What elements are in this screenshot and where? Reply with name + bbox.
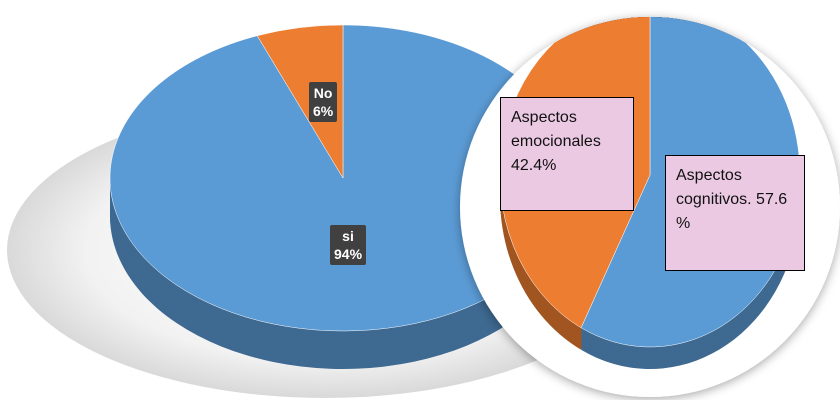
value-label: 6% (313, 103, 334, 119)
value-label: 94% (334, 246, 363, 262)
category-label: Aspectos cognitivos. (676, 167, 752, 208)
category-label: Aspectos emocionales (511, 109, 601, 150)
value-label: 57.6 % (676, 191, 788, 232)
data-label: No 6% (309, 82, 338, 122)
data-label: si 94% (330, 225, 367, 265)
category-label: No (313, 85, 333, 101)
category-label: si (342, 228, 354, 244)
slice (256, 24, 344, 179)
data-label-box: Aspectos emocionales 42.4% (500, 97, 634, 211)
data-label-box: Aspectos cognitivos. 57.6 % (665, 155, 805, 271)
pie-main (109, 24, 577, 370)
value-label: 42.4% (511, 157, 557, 174)
